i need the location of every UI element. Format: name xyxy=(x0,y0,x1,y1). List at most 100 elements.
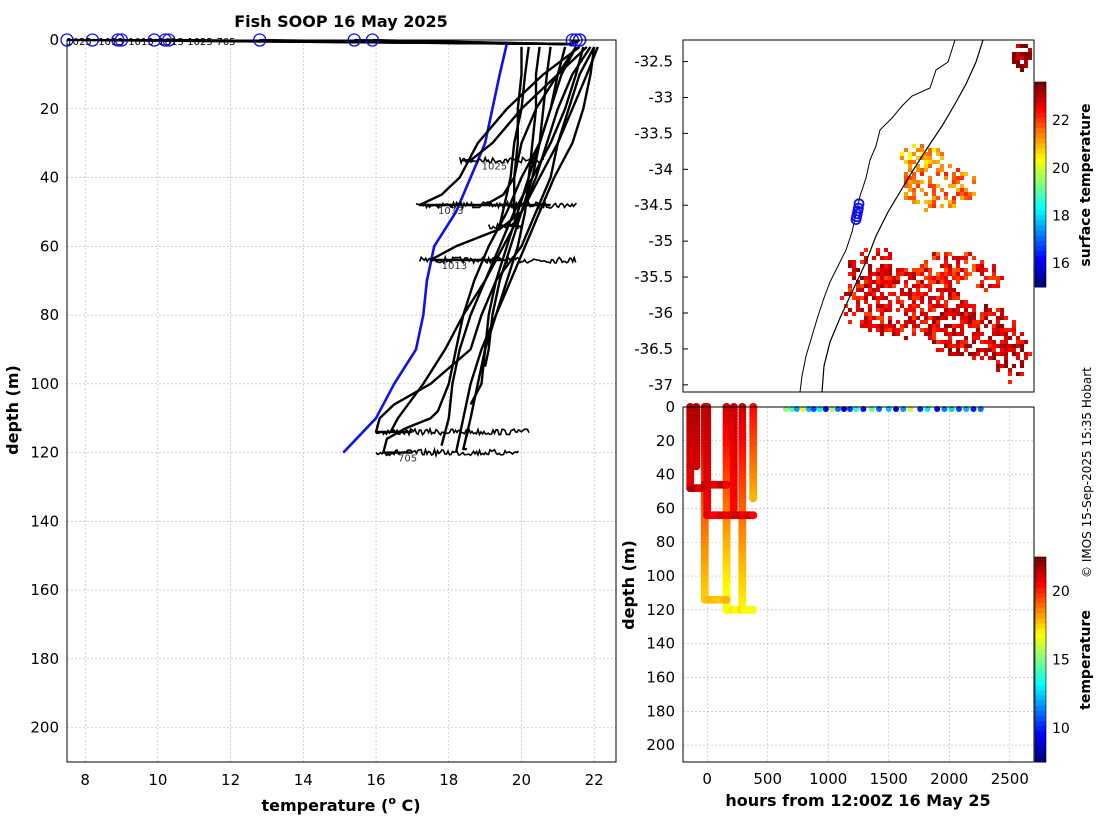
sst-cell xyxy=(912,176,916,180)
colorbar-segment xyxy=(1035,690,1046,696)
sst-cell xyxy=(864,320,868,324)
colorbar-segment xyxy=(1035,128,1046,134)
sst-cell xyxy=(932,336,936,340)
sst-cell xyxy=(952,204,956,208)
sst-cell xyxy=(956,280,960,284)
sst-cell xyxy=(888,264,892,268)
sst-cell xyxy=(944,176,948,180)
y-tick-label: 160 xyxy=(646,668,675,686)
colorbar-segment xyxy=(1035,220,1046,226)
sst-cell xyxy=(924,192,928,196)
colorbar-tick-label: 20 xyxy=(1052,584,1070,600)
sst-colorbar: 16 18 20 22 xyxy=(1034,81,1070,288)
sst-cell xyxy=(992,328,996,332)
sst-cell xyxy=(968,304,972,308)
sst-cell xyxy=(908,160,912,164)
sst-cell xyxy=(988,336,992,340)
sst-cell xyxy=(896,268,900,272)
sst-cell xyxy=(868,320,872,324)
station-label: 1013 xyxy=(98,37,123,48)
sst-cell xyxy=(904,292,908,296)
sst-cell xyxy=(880,304,884,308)
sst-cell xyxy=(1024,60,1028,64)
sst-cell xyxy=(992,356,996,360)
sst-cell xyxy=(956,296,960,300)
x-tick-label: 1000 xyxy=(809,770,847,788)
sst-cell xyxy=(968,352,972,356)
colorbar-segment xyxy=(1035,174,1046,180)
sst-cell xyxy=(888,316,892,320)
sst-cell xyxy=(884,276,888,280)
sst-cell xyxy=(864,256,868,260)
sst-cell xyxy=(904,308,908,312)
sst-cell xyxy=(1012,56,1016,60)
sst-cell xyxy=(856,304,860,308)
colorbar-segment xyxy=(1035,246,1046,252)
sst-cell xyxy=(880,308,884,312)
sst-cell xyxy=(964,256,968,260)
sst-cell xyxy=(940,156,944,160)
y-tick-label: 100 xyxy=(646,567,675,585)
sst-cell xyxy=(896,280,900,284)
y-tick-label: 200 xyxy=(646,736,675,754)
sst-cell xyxy=(1020,52,1024,56)
colorbar-segment xyxy=(1035,199,1046,206)
colorbar-segment xyxy=(1035,123,1046,129)
colorbar-segment xyxy=(1035,205,1046,211)
sst-cell xyxy=(880,256,884,260)
colorbar-segment xyxy=(1035,215,1046,221)
sst-cell xyxy=(940,164,944,168)
colorbar-segment xyxy=(1035,102,1046,109)
sst-cell xyxy=(1008,348,1012,352)
profile-gridlines xyxy=(67,39,616,762)
sst-cell xyxy=(924,312,928,316)
sst-cell xyxy=(956,312,960,316)
sst-cell xyxy=(908,156,912,160)
temperature-colorbar: 10 15 20 xyxy=(1034,556,1070,763)
sst-cell xyxy=(992,264,996,268)
sst-cell xyxy=(1020,56,1024,60)
sst-cell xyxy=(968,192,972,196)
colorbar-tick-label: 15 xyxy=(1052,653,1070,669)
sst-cell xyxy=(964,304,968,308)
sst-cell xyxy=(960,172,964,176)
sst-cell xyxy=(936,276,940,280)
station-band-label: 1013 xyxy=(442,261,467,272)
station-label: 1025 xyxy=(66,37,91,48)
sst-cell xyxy=(952,176,956,180)
profile-y-tick-labels: 0 20 40 60 80 100 120 140 160 180 200 xyxy=(30,31,59,737)
sst-cell xyxy=(952,272,956,276)
sst-cell xyxy=(936,168,940,172)
connector-point xyxy=(722,595,731,604)
sst-cell xyxy=(932,308,936,312)
sst-cell xyxy=(944,340,948,344)
sst-cell xyxy=(928,148,932,152)
sst-cell xyxy=(948,348,952,352)
sst-cell xyxy=(860,324,864,328)
colorbar-segment xyxy=(1035,158,1046,165)
sst-cell xyxy=(932,196,936,200)
sst-cell xyxy=(964,308,968,312)
sst-cell xyxy=(868,276,872,280)
sst-cell xyxy=(952,292,956,296)
sst-cell xyxy=(928,332,932,336)
sst-cell xyxy=(964,312,968,316)
sst-cell xyxy=(944,300,948,304)
profile-x-tick-labels: 8 10 12 14 16 18 20 22 xyxy=(80,771,603,789)
sst-cell xyxy=(912,192,916,196)
sst-cell xyxy=(984,312,988,316)
colorbar-segment xyxy=(1035,746,1046,753)
sst-cell xyxy=(984,352,988,356)
sst-cell xyxy=(916,324,920,328)
sst-cell xyxy=(972,176,976,180)
sst-cell xyxy=(884,308,888,312)
sst-cell xyxy=(864,316,868,320)
profile-line xyxy=(429,46,592,262)
sst-cell xyxy=(876,272,880,276)
sst-cell xyxy=(956,340,960,344)
colorbar-segment xyxy=(1035,659,1046,666)
sst-cell xyxy=(852,260,856,264)
sst-cell xyxy=(916,292,920,296)
sst-cell xyxy=(1012,324,1016,328)
sst-cell xyxy=(976,352,980,356)
